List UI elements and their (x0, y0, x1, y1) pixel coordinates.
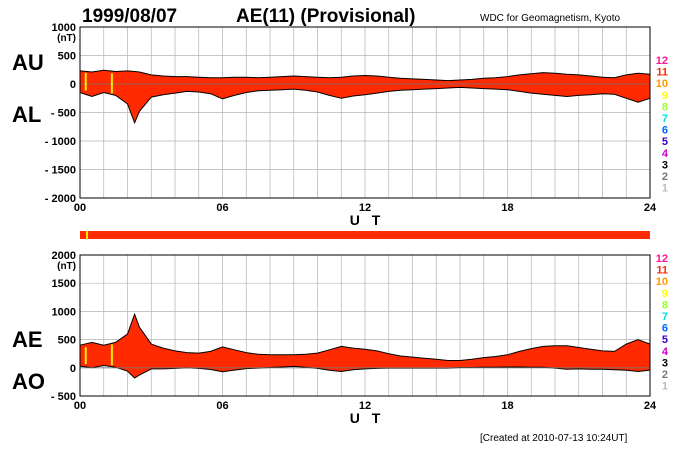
data-area-fill (80, 314, 650, 378)
quality-marker (110, 73, 113, 94)
y-unit-label: (nT) (57, 33, 76, 44)
series-label-lower: AL (12, 102, 41, 127)
legend-item: 6 (662, 323, 668, 335)
status-marker (86, 231, 88, 239)
y-tick-label: 2000 (52, 250, 76, 262)
legend-item: 3 (662, 357, 668, 369)
legend-item: 11 (656, 265, 668, 277)
panel-au-al: 1000 500 0 - 500 - 1000 - 1500 - 2000 (nT) 00 06 1… (12, 22, 657, 228)
series-upper-line (79, 312, 651, 361)
x-tick-label: 24 (644, 400, 657, 412)
chart-date: 1999/08/07 (82, 6, 177, 27)
legend-item: 4 (662, 346, 669, 358)
legend-item: 9 (662, 288, 668, 300)
y-tick-label: 0 (70, 363, 76, 375)
panel-ae-ao: 2000 1500 1000 500 0 - 500 (nT) 00 06 12 18 24 U T AE… (12, 250, 657, 426)
y-tick-label: - 500 (51, 108, 76, 120)
y-tick-label: 500 (58, 51, 76, 63)
legend-item: 5 (662, 136, 668, 148)
y-tick-label: - 2000 (45, 193, 76, 205)
y-tick-label: 500 (58, 335, 76, 347)
organization-label: WDC for Geomagnetism, Kyoto (480, 13, 620, 24)
x-tick-label: 06 (216, 400, 228, 412)
status-bar (80, 231, 650, 239)
x-tick-label: 18 (501, 400, 513, 412)
legend-item: 3 (662, 159, 668, 171)
legend-item: 6 (662, 125, 668, 137)
legend-item: 2 (662, 369, 668, 381)
legend-item: 5 (662, 334, 668, 346)
x-axis-label: U T (350, 410, 385, 426)
x-tick-label: 12 (359, 400, 371, 412)
y-unit-label: (nT) (57, 261, 76, 272)
y-tick-label: 1500 (52, 278, 76, 290)
legend-item: 11 (656, 67, 668, 79)
quality-marker (110, 344, 113, 366)
series-upper-line (79, 69, 651, 82)
legend-item: 7 (662, 113, 668, 125)
y-tick-label: 1000 (52, 22, 76, 34)
legend-item: 1 (662, 381, 668, 393)
plot-frame (79, 26, 651, 199)
series-label-lower: AO (12, 369, 45, 394)
data-area-fill (80, 70, 650, 123)
y-tick-label: 1000 (52, 306, 76, 318)
legend-item: 1 (662, 183, 668, 195)
legend-item: 7 (662, 311, 668, 323)
y-tick-label: - 1000 (45, 136, 76, 148)
legend-item: 2 (662, 171, 668, 183)
legend-item: 10 (656, 78, 668, 90)
created-timestamp: [Created at 2010-07-13 10:24UT] (480, 433, 628, 444)
x-tick-label: 00 (74, 400, 86, 412)
quality-marker (84, 347, 87, 365)
legend-item: 8 (662, 101, 668, 113)
series-label-upper: AU (12, 50, 44, 75)
quality-marker (84, 72, 87, 91)
y-tick-label: - 1500 (45, 165, 76, 177)
y-tick-label: 0 (70, 79, 76, 91)
legend-item: 12 (656, 55, 668, 67)
x-tick-label: 18 (501, 202, 513, 214)
x-tick-label: 06 (216, 202, 228, 214)
chart-title: AE(11) (Provisional) (236, 6, 416, 27)
x-tick-label: 12 (359, 202, 371, 214)
legend-item: 12 (656, 253, 668, 265)
legend-item: 8 (662, 299, 668, 311)
legend-item: 4 (662, 148, 669, 160)
legend-item: 9 (662, 90, 668, 102)
x-tick-label: 00 (74, 202, 86, 214)
plot-frame (79, 254, 651, 397)
y-tick-label: - 500 (51, 391, 76, 403)
series-label-upper: AE (12, 327, 43, 352)
x-axis-label: U T (350, 212, 385, 228)
x-tick-label: 24 (644, 202, 657, 214)
legend-item: 10 (656, 276, 668, 288)
series-lower-line (79, 86, 651, 125)
